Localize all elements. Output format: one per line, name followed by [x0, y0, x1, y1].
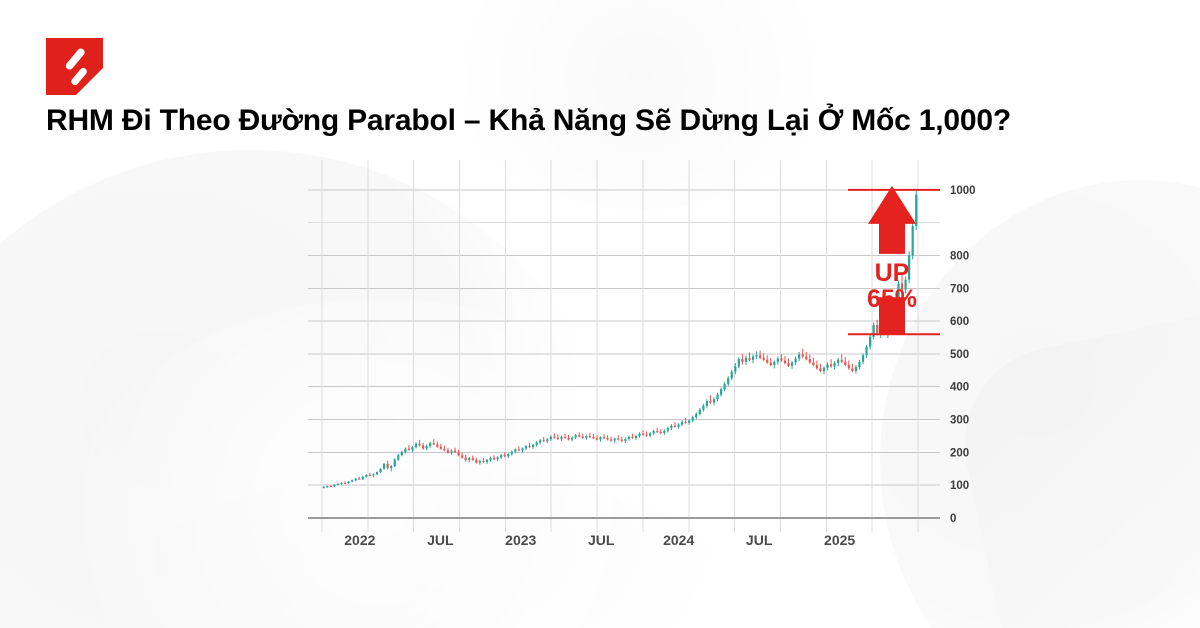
- y-tick-label: 100: [950, 480, 969, 492]
- stock-candlestick-chart: UP 65% 1000 800 700 600 500 400 300 200 100 0 2022…: [300, 160, 980, 560]
- candlestick-series: [322, 189, 918, 489]
- y-tick-label: 600: [950, 316, 969, 328]
- y-tick-label: 700: [950, 283, 969, 295]
- up-arrow-head: [868, 185, 916, 254]
- y-tick-label: 200: [950, 447, 969, 459]
- horizontal-gridlines: [308, 189, 940, 519]
- up-arrow-shaft: [879, 297, 905, 335]
- x-axis-tick-labels: 2022 JUL 2023 JUL 2024 JUL 2025: [344, 532, 855, 548]
- document-pencil-logo-icon: [46, 38, 103, 95]
- x-tick-label: 2024: [663, 532, 694, 548]
- y-tick-label: 800: [950, 250, 969, 262]
- x-tick-label: JUL: [746, 532, 773, 548]
- y-tick-label: 1000: [950, 185, 976, 197]
- vertical-gridlines: [321, 160, 919, 532]
- x-tick-label: JUL: [588, 532, 615, 548]
- y-tick-label: 500: [950, 349, 969, 361]
- x-tick-label: JUL: [427, 532, 454, 548]
- y-tick-label: 300: [950, 415, 969, 427]
- y-tick-label: 0: [950, 513, 956, 525]
- annotation-label-percent: 65%: [867, 285, 917, 313]
- x-tick-label: 2025: [824, 532, 855, 548]
- page-title: RHM Đi Theo Đường Parabol – Khả Năng Sẽ …: [46, 104, 1011, 137]
- background-watermark-shape-bottom-right: [946, 298, 1200, 628]
- x-tick-label: 2022: [344, 532, 375, 548]
- y-tick-label: 400: [950, 382, 969, 394]
- x-tick-label: 2023: [505, 532, 536, 548]
- annotation-label-up: UP: [875, 259, 910, 287]
